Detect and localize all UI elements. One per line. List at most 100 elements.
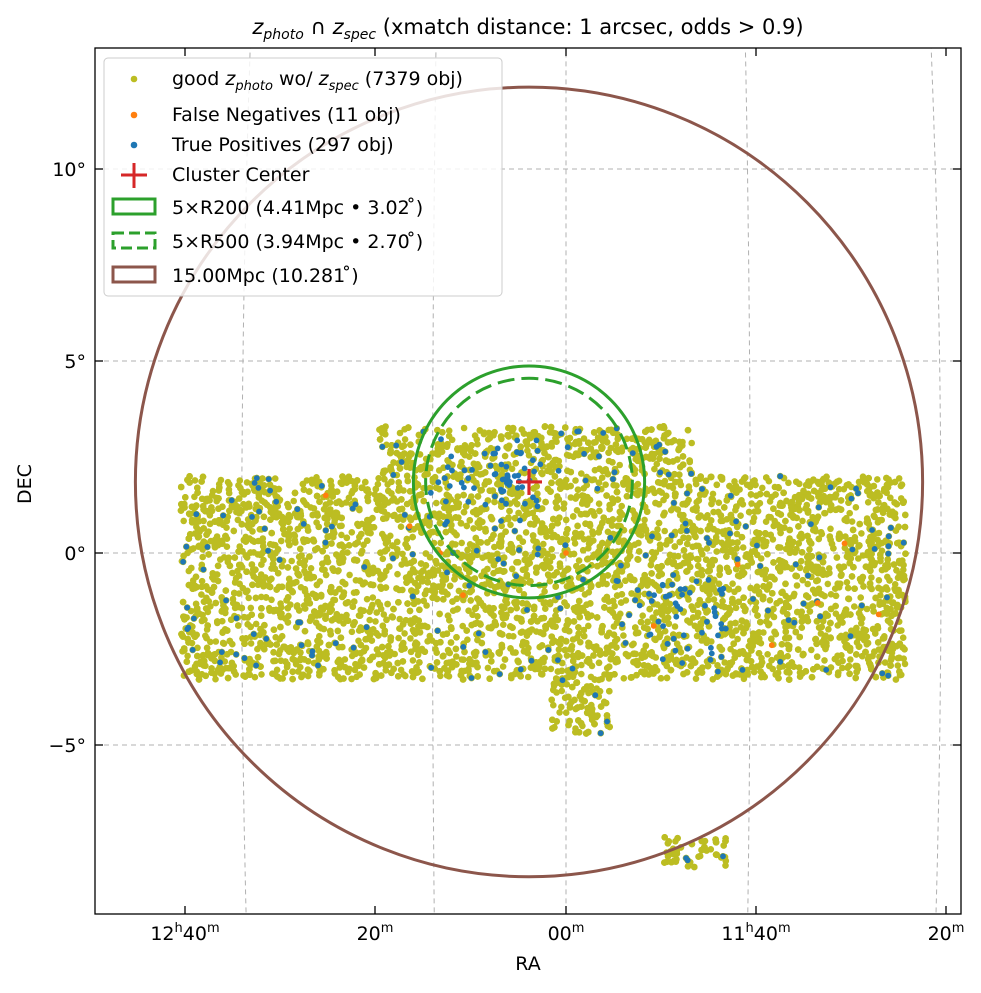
good-point [839, 665, 846, 672]
good-point [349, 529, 356, 536]
good-point [858, 530, 865, 537]
good-point [832, 585, 839, 592]
good-point [305, 666, 312, 673]
good-point [470, 525, 477, 532]
good-point [336, 657, 343, 664]
good-point [596, 500, 603, 507]
good-point [375, 475, 382, 482]
good-point [394, 571, 401, 578]
good-point [893, 676, 900, 683]
good-point [277, 600, 284, 607]
good-point [881, 635, 888, 642]
good-point [868, 574, 875, 581]
good-point [485, 665, 492, 672]
good-point [616, 462, 623, 469]
good-point [490, 570, 497, 577]
good-point [596, 466, 603, 473]
good-point [620, 632, 627, 639]
good-point [338, 515, 345, 522]
good-point [308, 565, 315, 572]
good-point [825, 626, 832, 633]
good-point [763, 576, 770, 583]
good-point [380, 556, 387, 563]
good-point [729, 580, 736, 587]
good-point [454, 606, 461, 613]
good-point [580, 485, 587, 492]
good-point [799, 518, 806, 525]
good-point [576, 557, 583, 564]
good-point [401, 630, 408, 637]
good-point [372, 618, 379, 625]
good-point [658, 571, 665, 578]
good-point [349, 629, 356, 636]
good-point [808, 647, 815, 654]
good-point [520, 567, 527, 574]
good-point [458, 540, 465, 547]
good-point [244, 489, 251, 496]
good-point [853, 504, 860, 511]
good-point [799, 624, 806, 631]
good-point [639, 612, 646, 619]
good-point [767, 597, 774, 604]
good-point [825, 581, 832, 588]
good-point [865, 499, 872, 506]
good-point [288, 558, 295, 565]
good-point [199, 554, 206, 561]
good-point [226, 481, 233, 488]
good-point [695, 514, 702, 521]
good-point [548, 666, 555, 673]
good-point [674, 835, 681, 842]
good-point [297, 664, 304, 671]
good-point [563, 709, 570, 716]
good-point [502, 453, 509, 460]
good-point [708, 474, 715, 481]
good-point [558, 704, 565, 711]
good-point [835, 672, 842, 679]
good-point [410, 657, 417, 664]
good-point [695, 853, 702, 860]
good-point [704, 545, 711, 552]
good-point [804, 581, 811, 588]
good-point [572, 540, 579, 547]
good-point [857, 594, 864, 601]
good-point [601, 671, 608, 678]
good-point [826, 565, 833, 572]
good-point [692, 623, 699, 630]
good-point [874, 476, 881, 483]
good-point [245, 595, 252, 602]
good-point [821, 657, 828, 664]
good-point [468, 493, 475, 500]
good-point [398, 523, 405, 530]
good-point [711, 596, 718, 603]
good-point [850, 527, 857, 534]
good-point [337, 523, 344, 530]
good-point [719, 598, 726, 605]
good-point [213, 638, 220, 645]
good-point [523, 529, 530, 536]
good-point [395, 635, 402, 642]
good-point [402, 436, 409, 443]
good-point [461, 425, 468, 432]
good-point [500, 621, 507, 628]
good-point [769, 590, 776, 597]
good-point [641, 517, 648, 524]
good-point [545, 571, 552, 578]
good-point [816, 624, 823, 631]
good-point [651, 466, 658, 473]
good-point [180, 518, 187, 525]
good-point [226, 490, 233, 497]
good-point [621, 675, 628, 682]
good-point [258, 671, 265, 678]
good-point [717, 474, 724, 481]
good-point [218, 477, 225, 484]
good-point [485, 436, 492, 443]
good-point [685, 596, 692, 603]
good-point [547, 578, 554, 585]
good-point [477, 517, 484, 524]
good-point [827, 526, 834, 533]
good-point [847, 656, 854, 663]
good-point [688, 440, 695, 447]
good-point [184, 653, 191, 660]
good-point [768, 657, 775, 664]
